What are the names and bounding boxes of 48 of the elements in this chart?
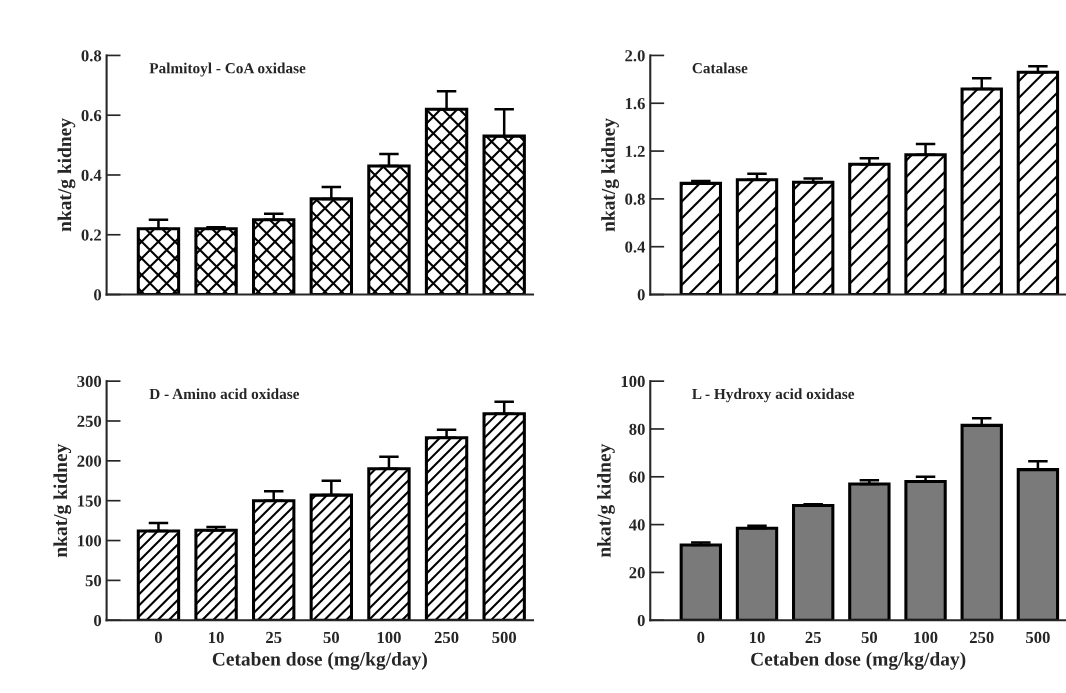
y-tick-label: 40 <box>628 519 645 531</box>
x-tick-label: 100 <box>914 631 938 644</box>
x-axis-title: Cetaben dose (mg/kg/day) <box>212 652 427 670</box>
x-tick-label: 100 <box>377 631 401 644</box>
y-axis-title: nkat/g kidney <box>601 118 620 232</box>
x-tick-label: 25 <box>266 631 282 644</box>
y-tick-label: 80 <box>629 423 645 435</box>
x-tick-label: 0 <box>154 631 162 644</box>
y-tick-label: 0.4 <box>81 169 102 181</box>
y-axis-title: nkat/g kidney <box>57 118 76 232</box>
x-tick-label: 10 <box>750 631 765 644</box>
y-tick-label: 50 <box>85 575 102 587</box>
y-tick-label: 1.2 <box>625 145 645 158</box>
x-tick-label: 250 <box>434 631 459 644</box>
y-tick-label: 0 <box>637 614 645 627</box>
x-tick-label: 0 <box>697 631 705 644</box>
y-tick-label: 0.8 <box>625 193 645 205</box>
y-tick-label: 100 <box>621 375 645 388</box>
x-tick-label: 500 <box>1026 631 1050 644</box>
chart-title: D - Amino acid oxidase <box>149 388 300 400</box>
y-tick-label: 1.6 <box>625 98 645 110</box>
x-tick-label: 500 <box>492 631 517 644</box>
y-tick-label: 150 <box>78 495 102 507</box>
y-tick-label: 250 <box>77 415 102 427</box>
x-tick-label: 10 <box>209 631 224 644</box>
y-tick-label: 0.4 <box>625 241 646 253</box>
x-tick-label: 25 <box>805 631 821 644</box>
y-tick-label: 60 <box>629 471 645 483</box>
y-tick-label: 0 <box>94 289 102 301</box>
y-tick-label: 20 <box>629 567 645 579</box>
y-tick-label: 100 <box>78 535 102 547</box>
y-tick-label: 0.6 <box>81 109 102 122</box>
chart-title: Palmitoyl - CoA oxidase <box>149 62 306 77</box>
chart-title: Catalase <box>692 62 748 74</box>
y-axis-title: nkat/g kidney <box>597 443 615 558</box>
x-tick-label: 50 <box>861 631 878 644</box>
y-tick-label: 0 <box>637 289 645 301</box>
y-axis-title: nkat/g kidney <box>53 443 72 558</box>
y-tick-label: 0 <box>94 614 102 627</box>
x-tick-label: 250 <box>969 631 994 644</box>
y-tick-label: 200 <box>77 455 102 467</box>
y-tick-label: 300 <box>77 375 102 388</box>
y-tick-label: 0.8 <box>81 50 102 62</box>
y-tick-label: 0.2 <box>81 229 102 241</box>
chart-title: L - Hydroxy acid oxidase <box>692 388 855 403</box>
y-tick-label: 2.0 <box>625 50 645 62</box>
x-axis-title: Cetaben dose (mg/kg/day) <box>751 652 966 670</box>
x-tick-label: 50 <box>323 631 340 644</box>
